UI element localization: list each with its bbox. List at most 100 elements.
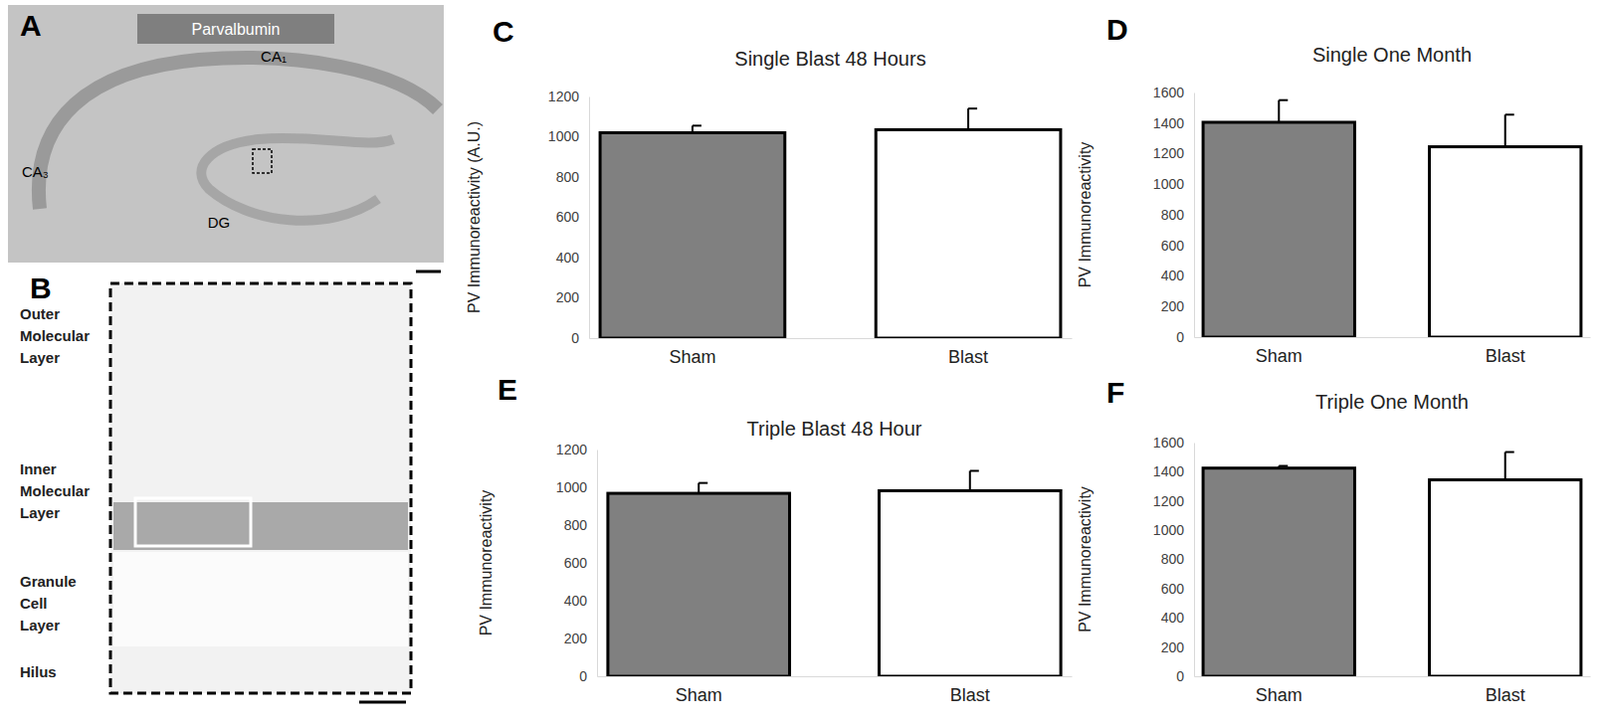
y-tick: 1200 bbox=[1153, 493, 1195, 510]
x-tick: Blast bbox=[1485, 676, 1526, 706]
y-tick-label: 0 bbox=[1176, 329, 1185, 346]
y-tick: 0 bbox=[1176, 668, 1195, 685]
x-axis: Sham Blast bbox=[1195, 676, 1592, 706]
y-tick-label: 1200 bbox=[1153, 145, 1185, 162]
plot-area bbox=[1202, 100, 1582, 338]
bar bbox=[1202, 122, 1355, 338]
x-axis: Sham Blast bbox=[598, 676, 1073, 706]
y-tick-label: 1200 bbox=[556, 441, 588, 458]
x-tick: Sham bbox=[1255, 337, 1303, 367]
y-tick-label: 400 bbox=[556, 249, 581, 266]
inner-band bbox=[113, 502, 408, 551]
y-tick: 1000 bbox=[1153, 522, 1195, 539]
inset-box bbox=[252, 149, 272, 174]
y-tick-label: 800 bbox=[1161, 551, 1186, 568]
chart-title: Triple One Month bbox=[1315, 391, 1469, 413]
x-axis-line bbox=[598, 676, 1073, 678]
y-tick: 1600 bbox=[1153, 434, 1195, 451]
bar bbox=[607, 493, 791, 677]
plot-area bbox=[607, 470, 1061, 677]
y-tick-label: 1000 bbox=[1153, 522, 1185, 539]
y-tick: 800 bbox=[556, 169, 590, 186]
y-tick: 1400 bbox=[1153, 463, 1195, 480]
y-axis-title: PV Immunoreactivity bbox=[477, 490, 495, 637]
y-axis: 02004006008001000120014001600 bbox=[1153, 434, 1196, 685]
x-tick-label: Blast bbox=[1485, 685, 1526, 706]
roi-box bbox=[135, 498, 251, 547]
y-axis: 0 200 400 600 800 1000 1200 bbox=[556, 441, 599, 685]
y-axis: 02004006008001000120014001600 bbox=[1153, 84, 1196, 346]
y-tick-label: 1400 bbox=[1153, 463, 1185, 480]
y-tick: 400 bbox=[564, 593, 598, 609]
y-tick: 1200 bbox=[556, 441, 598, 458]
y-tick-label: 600 bbox=[1161, 581, 1186, 598]
y-tick-label: 1000 bbox=[556, 479, 588, 496]
y-tick-label: 1600 bbox=[1153, 434, 1185, 451]
x-tick-label: Sham bbox=[675, 685, 723, 706]
panel-letter: A bbox=[19, 8, 42, 42]
error-stem bbox=[969, 470, 972, 491]
error-bar bbox=[970, 470, 980, 491]
y-tick: 600 bbox=[564, 555, 598, 572]
y-tick-label: 200 bbox=[1161, 639, 1186, 656]
chart-title: Single Blast 48 Hours bbox=[734, 47, 926, 70]
error-stem bbox=[697, 483, 700, 494]
y-tick: 200 bbox=[564, 630, 598, 647]
y-tick: 1000 bbox=[548, 128, 590, 145]
error-cap bbox=[692, 124, 702, 127]
x-tick: Blast bbox=[1485, 337, 1526, 367]
scale-bar bbox=[415, 270, 441, 274]
x-tick-label: Sham bbox=[1255, 685, 1303, 706]
y-tick: 1000 bbox=[556, 479, 598, 496]
y-tick: 200 bbox=[556, 289, 590, 306]
error-stem bbox=[1277, 100, 1280, 123]
y-tick: 0 bbox=[1176, 329, 1195, 346]
y-tick: 800 bbox=[564, 517, 598, 534]
error-stem bbox=[967, 108, 970, 130]
error-bar bbox=[1505, 114, 1515, 147]
bar-chart: 020040060080010001200ShamBlastTriple Bla… bbox=[477, 373, 1072, 706]
y-tick-label: 200 bbox=[564, 630, 589, 647]
y-tick-label: 0 bbox=[1176, 668, 1185, 685]
y-tick-label: 600 bbox=[556, 208, 581, 225]
x-tick-label: Sham bbox=[1255, 346, 1303, 367]
y-tick-label: 1000 bbox=[1153, 176, 1185, 193]
error-cap bbox=[1278, 465, 1288, 468]
x-tick-label: Blast bbox=[948, 347, 989, 368]
x-axis: Sham Blast bbox=[1195, 337, 1592, 367]
chart-title: Single One Month bbox=[1312, 43, 1472, 66]
y-axis-line bbox=[1194, 93, 1196, 339]
y-tick-label: 600 bbox=[564, 555, 589, 572]
error-cap bbox=[968, 107, 978, 110]
y-tick-label: 1200 bbox=[548, 88, 580, 105]
y-axis-title: PV Immunoreactivity (A.U.) bbox=[465, 121, 483, 314]
y-axis: 020040060080010001200 bbox=[548, 88, 591, 347]
bar-chart: 020040060080010001200ShamBlastSingle Bla… bbox=[465, 14, 1072, 368]
y-tick-label: 1600 bbox=[1153, 84, 1185, 101]
x-axis-line bbox=[590, 338, 1073, 340]
x-tick-label: Blast bbox=[950, 685, 991, 706]
y-tick-label: 800 bbox=[564, 517, 589, 534]
image-label: CA₃ bbox=[21, 163, 49, 181]
x-tick: Sham bbox=[675, 676, 723, 706]
panel-b: OuterMolecularLayer InnerMolecularLayer Gr… bbox=[19, 271, 411, 703]
layer-label: OuterMolecularLayer bbox=[19, 305, 90, 367]
error-stem bbox=[1504, 114, 1507, 147]
y-axis-line bbox=[597, 450, 599, 678]
image-label: CA₁ bbox=[260, 47, 287, 65]
error-stem bbox=[1504, 452, 1507, 481]
micrograph bbox=[110, 283, 411, 694]
bar bbox=[875, 129, 1061, 339]
y-tick: 600 bbox=[1161, 581, 1195, 598]
layer-label: InnerMolecularLayer bbox=[19, 460, 90, 522]
y-tick-label: 400 bbox=[1161, 267, 1186, 284]
y-tick-label: 0 bbox=[579, 668, 588, 685]
x-tick: Sham bbox=[1255, 676, 1303, 706]
y-tick: 1200 bbox=[1153, 145, 1195, 162]
image-label: DG bbox=[207, 213, 231, 231]
bar-chart: 02004006008001000120014001600ShamBlastTr… bbox=[1076, 376, 1591, 706]
error-bar bbox=[1505, 452, 1515, 481]
y-axis-line bbox=[589, 97, 591, 340]
x-tick-label: Blast bbox=[1485, 346, 1526, 367]
layer-label: GranuleCellLayer bbox=[19, 573, 77, 634]
